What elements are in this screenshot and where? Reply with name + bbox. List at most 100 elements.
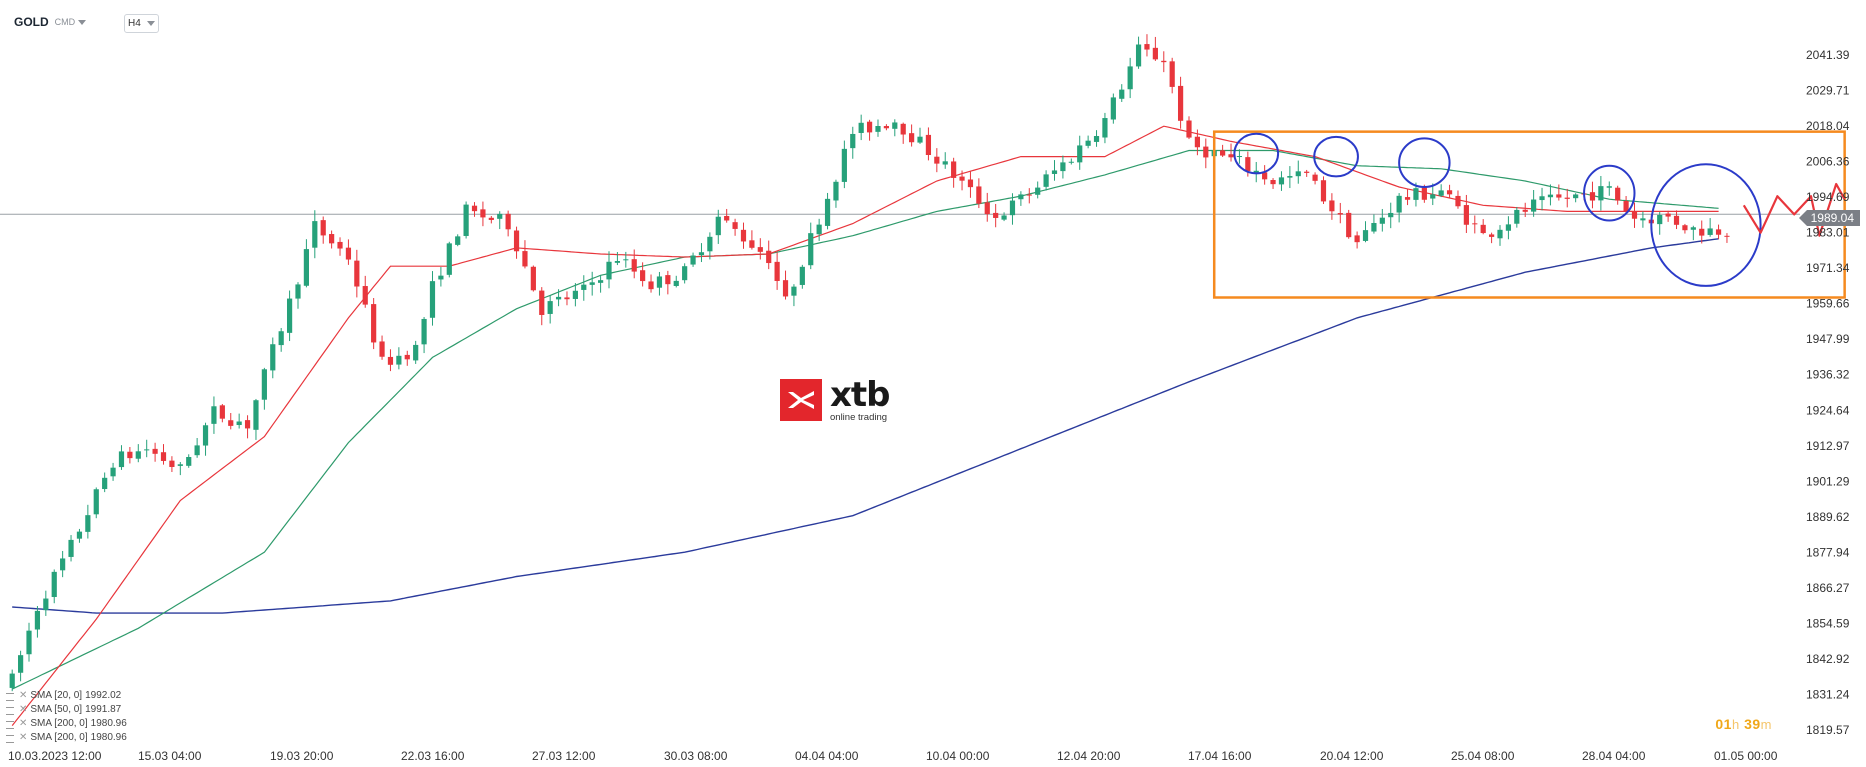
candle-body (539, 290, 545, 315)
legend-item-sma200b[interactable]: ✕ SMA [200, 0] 1980.96 (6, 731, 127, 745)
candle-body (1152, 47, 1158, 60)
candle-body (547, 301, 553, 314)
legend-item-sma200[interactable]: ✕ SMA [200, 0] 1980.96 (6, 717, 127, 731)
candle-body (1396, 195, 1402, 213)
candle-body (766, 250, 772, 264)
candle-body (1236, 156, 1243, 158)
candle-body (1245, 157, 1251, 172)
candle-body (522, 251, 528, 267)
timeframe-selector[interactable]: H4 (124, 14, 159, 33)
legend-label: SMA [200, 0] (30, 718, 88, 729)
candle-body (925, 134, 932, 156)
candle-body (9, 673, 15, 688)
candle-body (1488, 234, 1495, 237)
candle-body (1203, 146, 1209, 158)
candle-body (404, 354, 410, 360)
y-tick-label: 1983.01 (1806, 226, 1850, 240)
candle-body (152, 448, 158, 454)
candle-body (1564, 197, 1570, 199)
candle-body (1606, 186, 1612, 188)
highlight-circle (1313, 135, 1359, 178)
timer-hours-unit: h (1731, 717, 1740, 732)
candle-body (589, 282, 595, 285)
candle-body (1724, 235, 1730, 237)
settings-icon[interactable] (6, 692, 16, 701)
candle-body (824, 198, 831, 226)
candle-body (1480, 224, 1486, 234)
candle-body (345, 247, 352, 260)
time-axis: 10.03.2023 12:00 15.03 04:00 19.03 20:00 22… (8, 749, 1778, 763)
market-label: CMD (55, 17, 87, 27)
highlight-circle (1650, 163, 1762, 287)
close-icon[interactable]: ✕ (19, 690, 28, 701)
highlight-circle (1583, 164, 1636, 222)
candle-body (471, 205, 478, 212)
candle-body (1295, 171, 1301, 177)
candle-body (875, 126, 881, 132)
candle-body (1001, 215, 1007, 220)
price-axis: 2041.39 2029.71 2018.04 2006.36 1994.69 1983.… (1806, 48, 1850, 737)
candle-body (85, 515, 91, 532)
candle-body (1379, 217, 1385, 224)
candle-body (1287, 176, 1293, 178)
candle-body (60, 558, 66, 571)
candle-body (1505, 224, 1512, 231)
settings-icon[interactable] (6, 706, 16, 715)
candle-body (244, 420, 251, 429)
y-tick-label: 1912.97 (1806, 439, 1850, 453)
candle-body (68, 539, 74, 557)
legend-item-sma50[interactable]: ✕ SMA [50, 0] 1991.87 (6, 703, 127, 717)
legend-value: 1992.02 (85, 690, 122, 701)
candle-body (934, 156, 940, 164)
candle-body (959, 176, 965, 181)
candle-body (791, 286, 797, 296)
chevron-down-icon (78, 19, 87, 25)
candle-body (211, 406, 217, 424)
candle-body (1682, 225, 1688, 231)
timer-minutes-unit: m (1760, 717, 1772, 732)
candle-body (286, 298, 293, 333)
sma200-line (12, 238, 1719, 614)
xtb-logo: xtb online trading (780, 378, 891, 423)
y-tick-label: 1971.34 (1806, 261, 1850, 275)
candle-body (1438, 190, 1444, 196)
candle-body (858, 122, 864, 133)
highlight-circle (1398, 137, 1451, 189)
chevron-down-icon (146, 21, 155, 26)
candle-body (337, 241, 343, 249)
candle-body (1547, 194, 1554, 198)
candle-body (1699, 228, 1705, 236)
candle-body (850, 133, 856, 149)
symbol-selector[interactable]: GOLD CMD (14, 12, 87, 32)
candle-body (1598, 186, 1604, 201)
close-icon[interactable]: ✕ (19, 732, 28, 743)
candle-body (1690, 227, 1696, 230)
candle-body (808, 233, 814, 266)
legend-item-sma20[interactable]: ✕ SMA [20, 0] 1992.02 (6, 689, 127, 703)
logo-tagline: online trading (830, 412, 888, 423)
close-icon[interactable]: ✕ (19, 718, 28, 729)
candle-body (841, 148, 847, 182)
candle-body (1430, 194, 1436, 199)
candle-body (942, 161, 948, 165)
y-tick-label: 2006.36 (1806, 155, 1850, 169)
candle-body (1673, 215, 1680, 225)
settings-icon[interactable] (6, 720, 16, 729)
candle-body (270, 344, 276, 371)
candle-body (1278, 177, 1285, 185)
candle-body (1194, 136, 1201, 148)
settings-icon[interactable] (6, 734, 16, 743)
candle-body (724, 215, 730, 221)
current-price-label: 1989.04 (1798, 210, 1860, 226)
candle-body (1388, 212, 1394, 218)
close-icon[interactable]: ✕ (19, 704, 28, 715)
y-tick-label: 1831.24 (1806, 687, 1850, 701)
candle-body (1615, 187, 1621, 201)
candle-body (1522, 209, 1528, 212)
candle-body (93, 489, 99, 515)
candle-body (1127, 66, 1133, 90)
candle-body (1228, 154, 1234, 158)
candle-body (816, 224, 822, 235)
candle-body (1531, 199, 1537, 212)
